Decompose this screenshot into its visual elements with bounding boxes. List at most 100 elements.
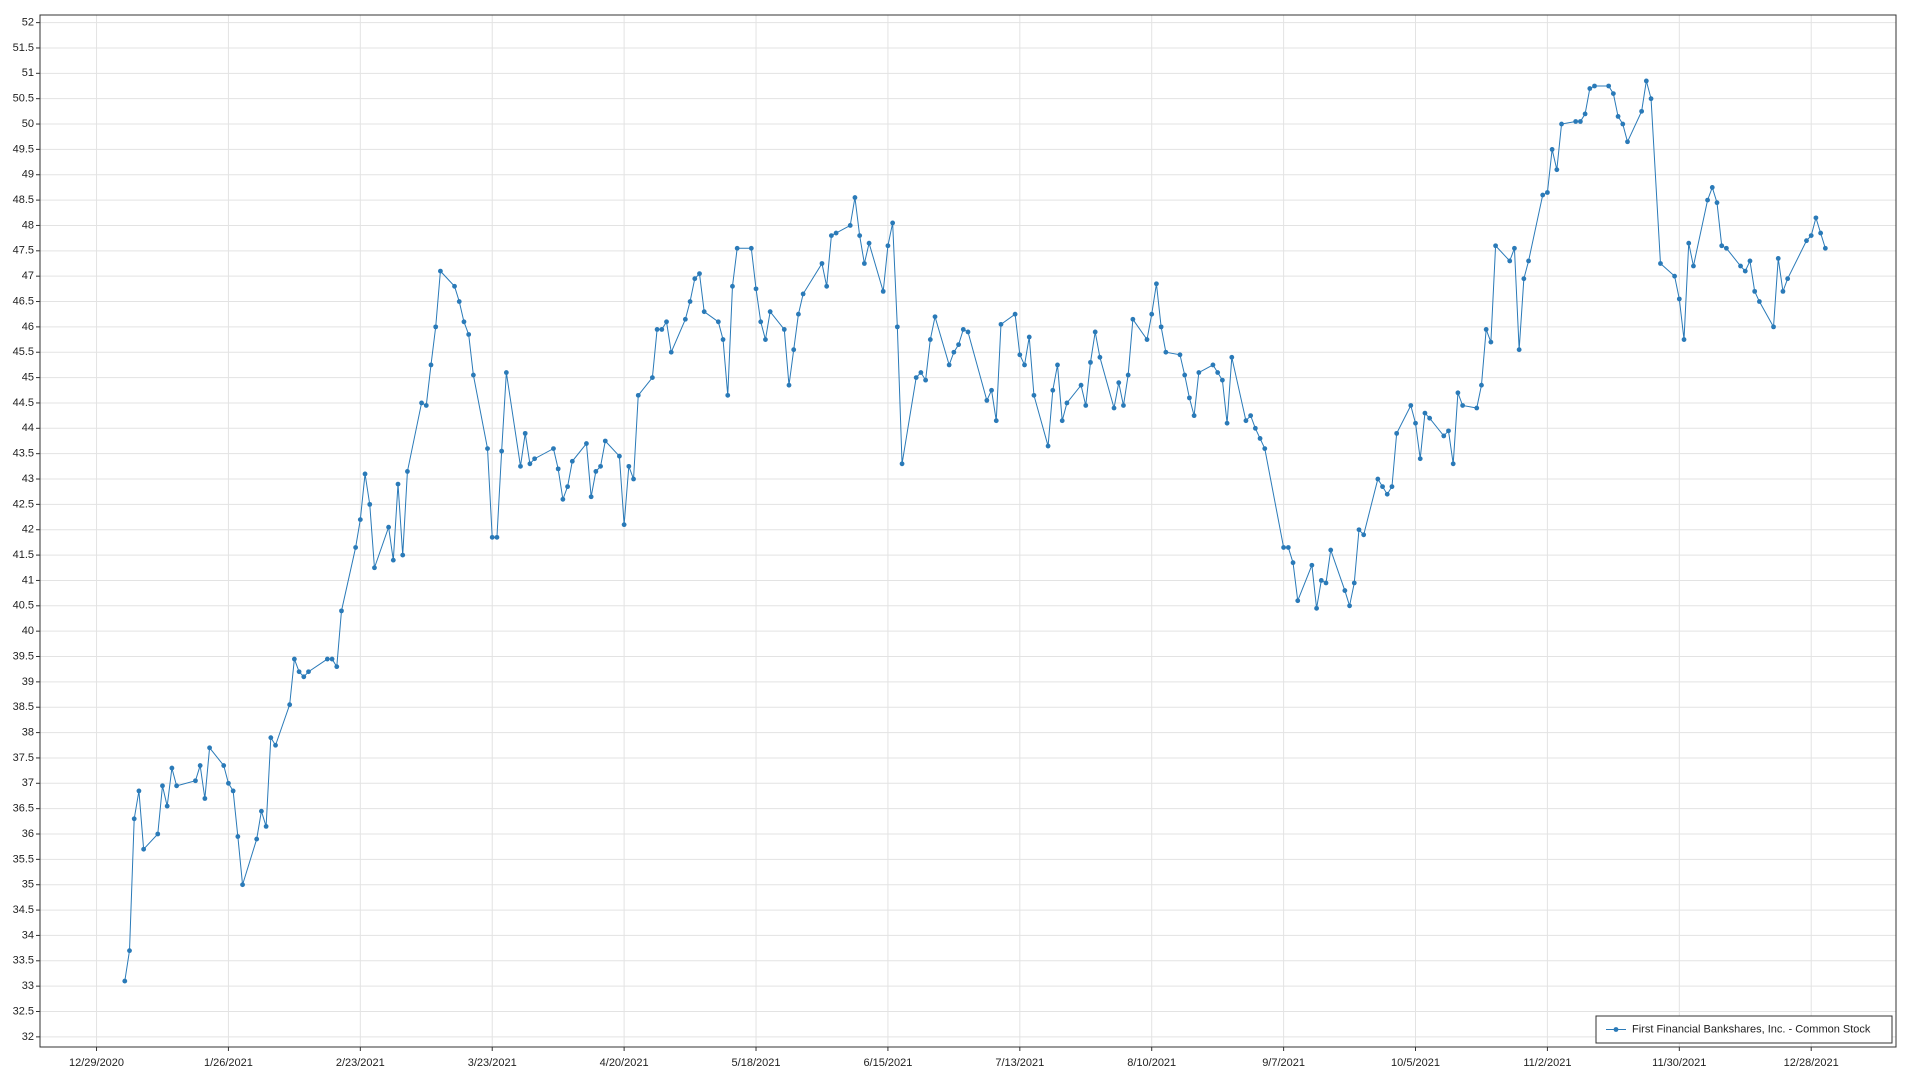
y-tick-label: 44.5: [13, 397, 34, 409]
point: [324, 656, 330, 662]
point: [687, 299, 693, 304]
y-tick-label: 41: [22, 574, 34, 586]
point: [1577, 119, 1583, 124]
point: [1446, 428, 1451, 434]
point: [1460, 403, 1466, 408]
point: [1573, 119, 1579, 124]
point: [527, 461, 533, 467]
point: [1224, 420, 1230, 426]
point: [1752, 288, 1758, 294]
point: [461, 319, 467, 325]
y-tick-label: 52: [22, 17, 34, 29]
y-tick-label: 46: [22, 321, 34, 333]
point: [1658, 261, 1663, 266]
point: [763, 337, 768, 342]
point: [1163, 349, 1169, 355]
y-tick-label: 37.5: [13, 752, 34, 764]
point: [1709, 185, 1715, 190]
x-tick-label: 1/26/2021: [204, 1057, 253, 1069]
point: [1121, 403, 1126, 408]
point: [1521, 276, 1527, 282]
point: [748, 245, 754, 251]
point: [847, 223, 853, 228]
point: [1243, 418, 1249, 424]
point: [386, 524, 391, 530]
point: [796, 311, 801, 317]
point: [518, 463, 523, 469]
point: [357, 517, 363, 522]
point: [1191, 413, 1197, 419]
point: [767, 309, 773, 315]
point: [202, 796, 208, 801]
point: [682, 316, 688, 322]
point: [1676, 296, 1682, 302]
point: [725, 392, 731, 398]
point: [1493, 243, 1498, 249]
point: [852, 195, 858, 200]
point: [1309, 562, 1315, 568]
point: [329, 656, 335, 662]
point: [720, 337, 726, 342]
point: [885, 243, 891, 249]
point: [1639, 108, 1645, 114]
point: [1389, 484, 1395, 490]
point: [1714, 200, 1720, 206]
point: [254, 836, 260, 842]
point: [1615, 114, 1621, 119]
point: [1361, 532, 1367, 538]
point: [1130, 316, 1136, 322]
point: [141, 846, 147, 852]
point: [753, 286, 759, 292]
point: [819, 261, 825, 266]
point: [1196, 370, 1202, 375]
y-tick-label: 36.5: [13, 803, 34, 815]
point: [1422, 410, 1428, 416]
point: [287, 702, 293, 708]
point: [240, 882, 245, 888]
point: [291, 656, 297, 662]
point: [1672, 273, 1677, 279]
point: [551, 446, 556, 451]
point: [1427, 415, 1433, 421]
point: [433, 324, 439, 330]
y-tick-label: 49: [22, 169, 34, 181]
point: [960, 327, 966, 332]
point: [786, 382, 792, 388]
x-tick-label: 10/5/2021: [1391, 1057, 1440, 1069]
point: [951, 349, 957, 355]
point: [221, 763, 227, 768]
point: [1512, 245, 1517, 251]
point: [532, 456, 538, 462]
point: [1610, 91, 1616, 97]
point: [1413, 420, 1418, 426]
point: [494, 534, 500, 540]
point: [339, 608, 344, 614]
point: [1342, 588, 1348, 593]
point: [405, 469, 410, 474]
x-tick-label: 2/23/2021: [336, 1057, 385, 1069]
legend-label: First Financial Bankshares, Inc. - Commo…: [1632, 1023, 1871, 1035]
point: [122, 978, 128, 984]
point: [1724, 245, 1729, 251]
y-tick-label: 46.5: [13, 295, 34, 307]
y-tick-label: 38: [22, 726, 34, 738]
point: [584, 441, 589, 446]
point: [833, 230, 839, 236]
point: [1111, 405, 1117, 411]
y-tick-label: 32: [22, 1031, 34, 1043]
point: [259, 808, 264, 814]
point: [1719, 243, 1725, 249]
point: [1775, 256, 1781, 261]
point: [1742, 268, 1748, 274]
point: [1059, 418, 1065, 424]
y-tick-label: 45.5: [13, 346, 34, 358]
point: [1818, 230, 1824, 236]
point: [588, 494, 594, 500]
y-tick-label: 41.5: [13, 549, 34, 561]
point: [734, 245, 740, 251]
point: [1738, 263, 1743, 269]
point: [1808, 233, 1814, 238]
point: [485, 446, 490, 451]
